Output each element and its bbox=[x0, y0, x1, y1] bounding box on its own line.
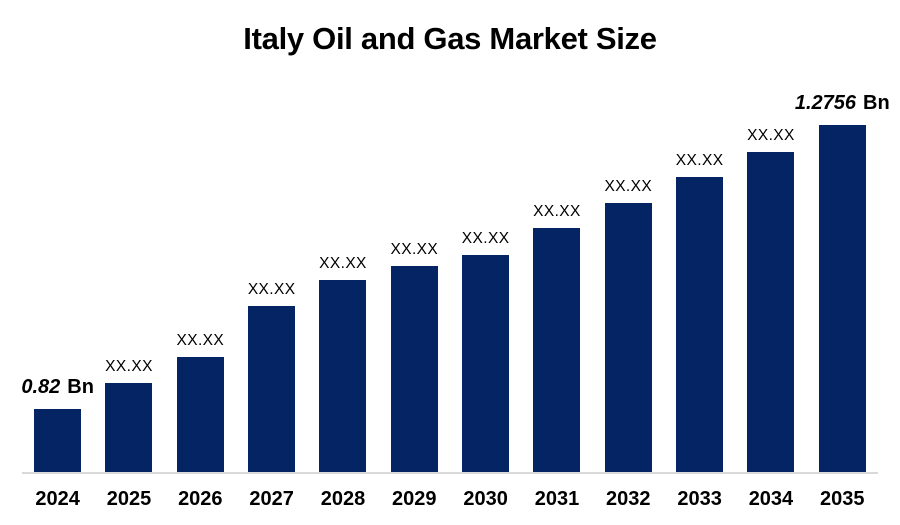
bar bbox=[462, 255, 510, 472]
bar-value-number: XX.XX bbox=[533, 202, 581, 220]
bar-value-unit: Bn bbox=[863, 92, 890, 114]
x-axis-tick-label: 2031 bbox=[534, 487, 580, 510]
bar-value-number: XX.XX bbox=[176, 331, 225, 349]
x-axis-tick-label: 2029 bbox=[392, 487, 437, 510]
plot-area: 0.82 Bn 2024 XX.XX 2025 XX.XX 2026 XX.XX bbox=[21, 70, 890, 525]
bar-value-number: XX.XX bbox=[247, 280, 296, 298]
bar-value-label: XX.XX bbox=[461, 229, 510, 247]
bar-column-2035: 1.2756 Bn 2035 bbox=[795, 70, 890, 525]
bar bbox=[248, 306, 296, 472]
bar-column-2025: XX.XX 2025 bbox=[105, 70, 153, 525]
bar bbox=[390, 266, 438, 472]
x-axis-tick-label: 2030 bbox=[463, 487, 508, 510]
bar-value-number: XX.XX bbox=[390, 240, 439, 258]
bar-value-number: XX.XX bbox=[319, 254, 367, 272]
bar-value-number: XX.XX bbox=[461, 229, 510, 247]
x-axis-tick-label: 2033 bbox=[677, 487, 722, 510]
bar-value-label: XX.XX bbox=[533, 202, 581, 220]
bar-value-label: XX.XX bbox=[105, 357, 153, 375]
bar-value-number: XX.XX bbox=[604, 177, 653, 195]
bar bbox=[34, 409, 82, 472]
bar-column-2033: XX.XX 2033 bbox=[675, 70, 724, 525]
bar-column-2032: XX.XX 2032 bbox=[604, 70, 653, 525]
bar-value-label: XX.XX bbox=[675, 151, 724, 169]
x-axis-tick-label: 2034 bbox=[748, 487, 794, 510]
bar-value-label: XX.XX bbox=[390, 240, 439, 258]
bar-column-2026: XX.XX 2026 bbox=[176, 70, 225, 525]
bar-value-number: XX.XX bbox=[675, 151, 724, 169]
bar bbox=[176, 357, 224, 472]
x-axis-tick-label: 2027 bbox=[249, 487, 294, 510]
bar-value-label: XX.XX bbox=[319, 254, 367, 272]
bar-column-2027: XX.XX 2027 bbox=[247, 70, 296, 525]
bar bbox=[604, 203, 652, 472]
bar bbox=[533, 228, 581, 472]
bar-value-label: 1.2756 Bn bbox=[795, 93, 890, 113]
bar-value-label: XX.XX bbox=[747, 126, 795, 144]
bar bbox=[319, 280, 367, 472]
bar-value-label: XX.XX bbox=[247, 280, 296, 298]
bar-value-number: XX.XX bbox=[105, 357, 153, 375]
bar-value-label: 0.82 Bn bbox=[21, 377, 94, 397]
x-axis-line bbox=[22, 471, 878, 474]
bar bbox=[676, 177, 724, 472]
x-axis-tick-label: 2028 bbox=[320, 487, 366, 510]
chart-title: Italy Oil and Gas Market Size bbox=[243, 21, 657, 56]
bar-column-2024: 0.82 Bn 2024 bbox=[21, 70, 94, 525]
bar-value-number: 0.82 bbox=[21, 376, 61, 398]
bar bbox=[105, 383, 153, 472]
x-axis-tick-label: 2025 bbox=[106, 487, 152, 510]
bar bbox=[818, 125, 866, 472]
x-axis-tick-label: 2035 bbox=[820, 487, 865, 510]
bar-column-2028: XX.XX 2028 bbox=[319, 70, 367, 525]
bar-value-number: XX.XX bbox=[747, 126, 795, 144]
bar-value-unit: Bn bbox=[67, 376, 94, 398]
bar-column-2029: XX.XX 2029 bbox=[390, 70, 439, 525]
bar-value-label: XX.XX bbox=[604, 177, 653, 195]
x-axis-tick-label: 2024 bbox=[35, 487, 80, 510]
x-axis-tick-label: 2026 bbox=[178, 487, 223, 510]
bar-column-2034: XX.XX 2034 bbox=[747, 70, 795, 525]
bar-column-2030: XX.XX 2030 bbox=[461, 70, 510, 525]
bar-value-number: 1.2756 bbox=[794, 92, 857, 114]
x-axis-tick-label: 2032 bbox=[606, 487, 651, 510]
bar-column-2031: XX.XX 2031 bbox=[533, 70, 581, 525]
bar bbox=[747, 152, 795, 472]
bar-value-label: XX.XX bbox=[176, 331, 225, 349]
